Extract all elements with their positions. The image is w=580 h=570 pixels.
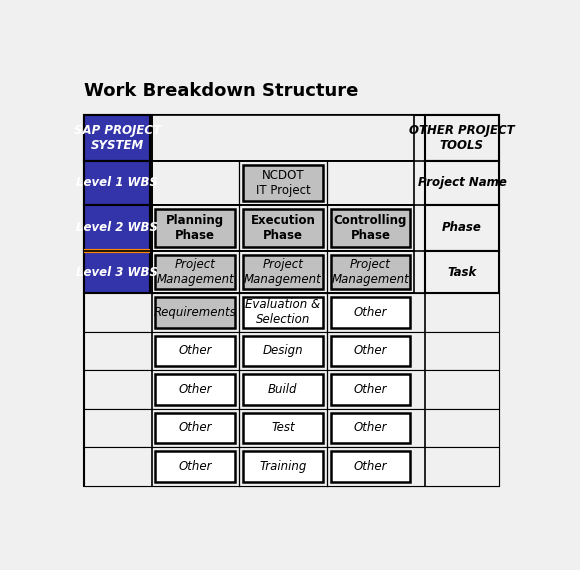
Text: Execution
Phase: Execution Phase — [251, 214, 316, 242]
Bar — [425, 115, 499, 161]
Text: Training: Training — [259, 460, 307, 473]
Bar — [84, 370, 499, 409]
Bar — [243, 336, 323, 367]
Bar — [84, 115, 499, 486]
Bar — [243, 451, 323, 482]
Bar — [331, 451, 411, 482]
Bar — [243, 209, 323, 247]
Text: Other: Other — [354, 383, 387, 396]
Text: Other: Other — [354, 344, 387, 357]
Bar — [84, 332, 499, 370]
Bar — [151, 115, 414, 161]
Bar — [331, 255, 411, 290]
Bar — [331, 413, 411, 443]
Text: Other: Other — [179, 460, 212, 473]
Text: Project
Management: Project Management — [332, 258, 409, 286]
Bar — [243, 297, 323, 328]
Text: Requirements: Requirements — [154, 306, 237, 319]
Bar — [151, 251, 414, 293]
Text: OTHER PROJECT
TOOLS: OTHER PROJECT TOOLS — [409, 124, 515, 152]
Bar — [155, 297, 235, 328]
Text: NCDOT
IT Project: NCDOT IT Project — [256, 169, 310, 197]
Text: Evaluation &
Selection: Evaluation & Selection — [245, 299, 321, 327]
Text: Design: Design — [263, 344, 303, 357]
Bar — [331, 209, 411, 247]
Bar — [155, 413, 235, 443]
Bar — [425, 161, 499, 205]
Bar — [155, 336, 235, 367]
Text: Other: Other — [354, 421, 387, 434]
Bar — [243, 374, 323, 405]
Bar — [84, 115, 150, 161]
Bar — [155, 209, 235, 247]
Text: SAP PROJECT
SYSTEM: SAP PROJECT SYSTEM — [74, 124, 161, 152]
Bar — [243, 165, 323, 201]
Bar — [84, 293, 499, 332]
Bar — [243, 413, 323, 443]
Bar — [84, 205, 150, 251]
Text: Level 1 WBS: Level 1 WBS — [76, 176, 158, 189]
Bar — [84, 447, 499, 486]
Text: Test: Test — [271, 421, 295, 434]
Bar — [155, 451, 235, 482]
Text: Controlling
Phase: Controlling Phase — [334, 214, 407, 242]
Bar — [151, 205, 414, 251]
Bar — [243, 255, 323, 290]
Text: Task: Task — [447, 266, 477, 279]
Bar — [155, 374, 235, 405]
Bar — [84, 251, 150, 293]
Text: Phase: Phase — [442, 221, 482, 234]
Text: Project Name: Project Name — [418, 176, 506, 189]
Text: Project
Management: Project Management — [157, 258, 234, 286]
Bar — [84, 161, 150, 205]
Text: Level 3 WBS: Level 3 WBS — [76, 266, 158, 279]
Text: Planning
Phase: Planning Phase — [166, 214, 224, 242]
Bar — [331, 297, 411, 328]
Bar — [425, 251, 499, 293]
Text: Other: Other — [179, 344, 212, 357]
Bar — [155, 255, 235, 290]
Text: Level 2 WBS: Level 2 WBS — [76, 221, 158, 234]
Bar — [425, 205, 499, 251]
Text: Work Breakdown Structure: Work Breakdown Structure — [84, 83, 358, 100]
Text: Other: Other — [354, 460, 387, 473]
Text: Project
Management: Project Management — [244, 258, 322, 286]
Text: Other: Other — [354, 306, 387, 319]
Bar — [331, 336, 411, 367]
Bar — [84, 409, 499, 447]
Text: Build: Build — [268, 383, 298, 396]
Bar — [151, 161, 414, 205]
Bar — [331, 374, 411, 405]
Text: Other: Other — [179, 383, 212, 396]
Text: Other: Other — [179, 421, 212, 434]
